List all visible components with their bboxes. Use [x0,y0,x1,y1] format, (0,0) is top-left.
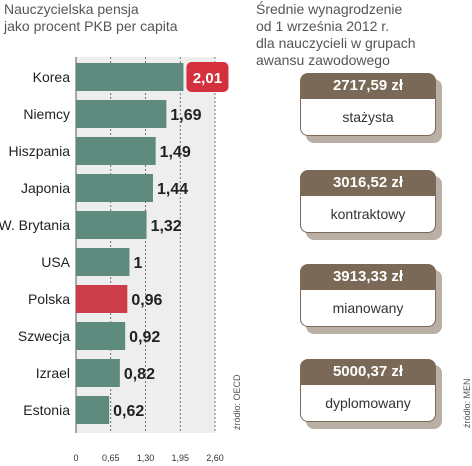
bar [76,285,128,313]
value-label: 2,01 [193,70,222,87]
right-source-note: źródło: MEN [462,378,472,428]
salary-card-dyplomowany: 5000,37 zł dyplomowany [300,359,442,429]
x-tick-label: 1,95 [171,453,189,463]
salary-amount: 3016,52 zł [300,170,436,196]
value-label: 0,82 [124,366,155,383]
bar [76,359,120,387]
bar [76,137,156,165]
bar [76,396,110,424]
salary-group-label: dyplomowany [300,385,436,422]
value-badge [186,62,229,92]
category-label: Estonia [23,402,70,418]
category-label: Niemcy [23,106,70,122]
left-chart-title: Nauczycielska pensja jako procent PKB pe… [4,1,178,34]
bar [76,211,147,239]
salary-card-mianowany: 3913,33 zł mianowany [300,264,442,334]
category-label: Hiszpania [9,143,71,159]
value-label: 0,92 [129,329,160,346]
value-label: 1,32 [151,218,182,235]
salary-card-stazysta: 2717,59 zł stażysta [300,73,442,143]
category-label: Korea [33,69,71,85]
x-tick-label: 1,30 [137,453,155,463]
category-label: USA [41,254,70,270]
category-label: Szwecja [18,328,70,344]
x-tick-label: 0 [73,453,78,463]
value-label: 1,44 [157,181,188,198]
salary-group-label: mianowany [300,290,436,327]
category-label: Polska [28,291,70,307]
salary-card-kontraktowy: 3016,52 zł kontraktowy [300,170,442,240]
bar [76,174,153,202]
x-tick-label: 2,60 [206,453,224,463]
bar [76,248,130,276]
salary-amount: 5000,37 zł [300,359,436,385]
salary-amount: 2717,59 zł [300,73,436,99]
right-panel-title: Średnie wynagrodzenie od 1 września 2012… [256,1,416,68]
category-label: Izrael [36,365,70,381]
value-label: 0,62 [113,403,144,420]
bar [76,63,184,91]
salary-group-label: stażysta [300,99,436,136]
left-source-note: źródło: OECD [232,374,242,430]
salary-amount: 3913,33 zł [300,264,436,290]
value-label: 1,49 [160,144,191,161]
x-tick-label: 0,65 [102,453,120,463]
bar [76,322,126,350]
category-label: Japonia [21,180,70,196]
bar [76,100,167,128]
value-label: 1 [133,255,142,272]
value-label: 1,69 [170,107,201,124]
category-label: W. Brytania [0,217,70,233]
salary-group-label: kontraktowy [300,196,436,233]
value-label: 0,96 [131,292,162,309]
